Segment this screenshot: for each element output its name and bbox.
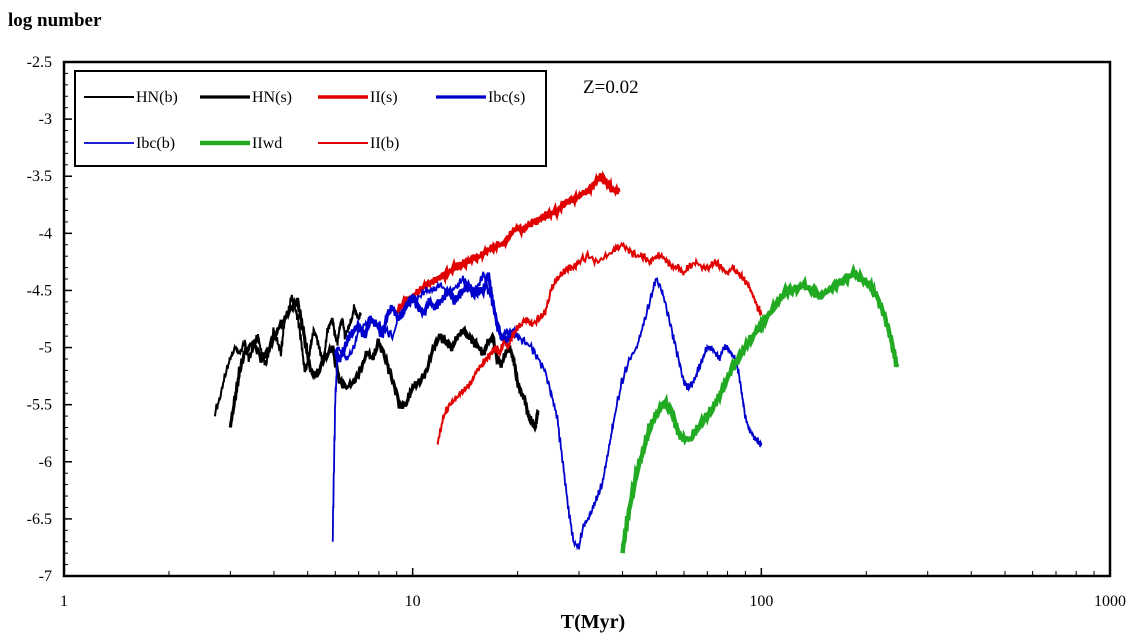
- y-tick-label: -7: [39, 568, 52, 585]
- y-tick-label: -3: [39, 111, 52, 128]
- series-line-ibc-b-: [331, 271, 763, 551]
- series-line-hn-s-: [228, 296, 540, 433]
- legend-label: II(s): [370, 89, 398, 106]
- y-axis-label: log number: [8, 10, 102, 31]
- legend-label: Ibc(b): [136, 135, 175, 152]
- y-tick-label: -4.5: [27, 282, 52, 299]
- series-line-ii-b-: [436, 241, 763, 445]
- y-tick-label: -5: [39, 340, 52, 357]
- y-tick-label: -4: [39, 225, 52, 242]
- legend-label: HN(s): [252, 89, 292, 106]
- series-line-hn-b-: [213, 294, 362, 417]
- series-line-iiwd: [620, 263, 900, 554]
- series-line-ii-s-: [395, 170, 621, 315]
- y-tick-label: -2.5: [27, 54, 52, 71]
- legend-label: II(b): [370, 135, 399, 152]
- x-tick-label: 1: [60, 593, 68, 610]
- x-tick-label: 100: [749, 593, 773, 610]
- legend-label: HN(b): [136, 89, 178, 106]
- legend-label: Ibc(s): [488, 89, 525, 106]
- plot-frame: [62, 60, 1112, 578]
- y-tick-label: -5.5: [27, 397, 52, 414]
- x-tick-label: 10: [405, 593, 421, 610]
- x-axis-label: T(Myr): [561, 611, 625, 633]
- y-tick-label: -6: [39, 454, 52, 471]
- y-tick-label: -6.5: [27, 511, 52, 528]
- legend-box: [74, 70, 547, 167]
- legend-label: IIwd: [252, 135, 282, 152]
- x-tick-label: 1000: [1094, 593, 1126, 610]
- y-tick-label: -3.5: [27, 168, 52, 185]
- z-annotation: Z=0.02: [583, 77, 639, 98]
